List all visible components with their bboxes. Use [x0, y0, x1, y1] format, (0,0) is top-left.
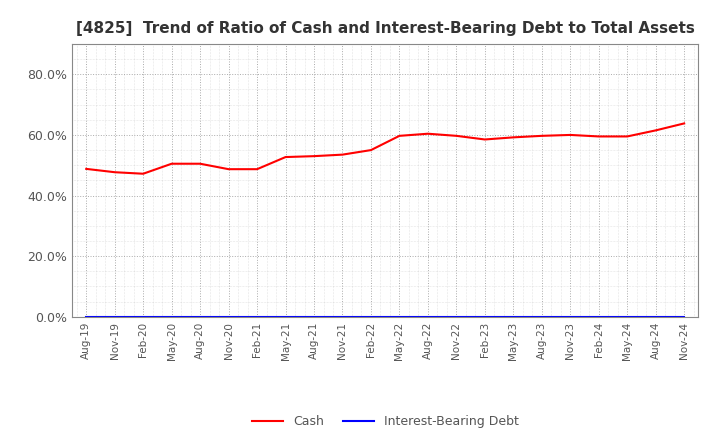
Interest-Bearing Debt — [253, 314, 261, 319]
Cash — [566, 132, 575, 138]
Cash — [366, 147, 375, 153]
Cash — [680, 121, 688, 126]
Interest-Bearing Debt — [452, 314, 461, 319]
Cash — [196, 161, 204, 166]
Interest-Bearing Debt — [509, 314, 518, 319]
Cash — [282, 154, 290, 160]
Cash — [395, 133, 404, 139]
Cash — [452, 133, 461, 139]
Cash — [423, 131, 432, 136]
Interest-Bearing Debt — [110, 314, 119, 319]
Cash — [139, 171, 148, 176]
Cash — [310, 154, 318, 159]
Cash — [537, 133, 546, 139]
Interest-Bearing Debt — [82, 314, 91, 319]
Interest-Bearing Debt — [338, 314, 347, 319]
Cash — [338, 152, 347, 157]
Interest-Bearing Debt — [310, 314, 318, 319]
Cash — [167, 161, 176, 166]
Interest-Bearing Debt — [225, 314, 233, 319]
Title: [4825]  Trend of Ratio of Cash and Interest-Bearing Debt to Total Assets: [4825] Trend of Ratio of Cash and Intere… — [76, 21, 695, 36]
Cash — [623, 134, 631, 139]
Interest-Bearing Debt — [139, 314, 148, 319]
Interest-Bearing Debt — [395, 314, 404, 319]
Cash — [509, 135, 518, 140]
Interest-Bearing Debt — [196, 314, 204, 319]
Cash — [652, 128, 660, 133]
Interest-Bearing Debt — [652, 314, 660, 319]
Interest-Bearing Debt — [480, 314, 489, 319]
Interest-Bearing Debt — [282, 314, 290, 319]
Cash — [595, 134, 603, 139]
Interest-Bearing Debt — [595, 314, 603, 319]
Cash — [110, 169, 119, 175]
Cash — [253, 167, 261, 172]
Interest-Bearing Debt — [566, 314, 575, 319]
Interest-Bearing Debt — [623, 314, 631, 319]
Interest-Bearing Debt — [680, 314, 688, 319]
Interest-Bearing Debt — [366, 314, 375, 319]
Cash — [225, 167, 233, 172]
Cash — [480, 137, 489, 142]
Cash — [82, 166, 91, 172]
Interest-Bearing Debt — [423, 314, 432, 319]
Line: Cash: Cash — [86, 123, 684, 174]
Interest-Bearing Debt — [167, 314, 176, 319]
Legend: Cash, Interest-Bearing Debt: Cash, Interest-Bearing Debt — [247, 411, 523, 433]
Interest-Bearing Debt — [537, 314, 546, 319]
